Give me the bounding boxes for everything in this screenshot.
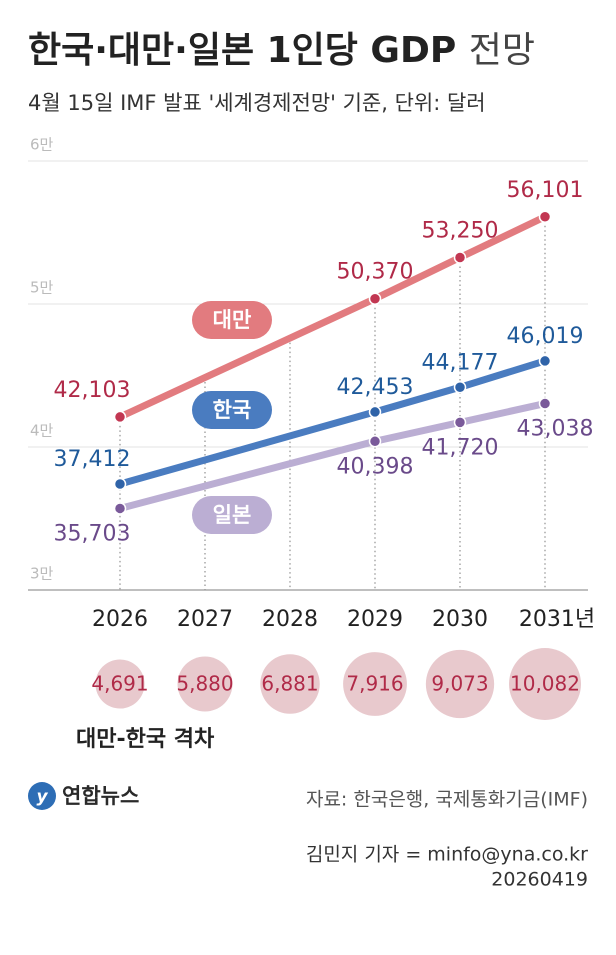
point <box>453 251 467 264</box>
data-label: 50,370 <box>337 260 414 285</box>
x-tick-label: 2027 <box>177 607 233 632</box>
series-line <box>116 400 549 512</box>
x-tick-label: 2031년 <box>519 607 595 632</box>
point <box>113 477 127 491</box>
data-label: 37,412 <box>54 447 131 472</box>
series-line <box>116 357 549 488</box>
bubble <box>260 654 320 714</box>
bubble-label: 4,691 <box>91 672 148 696</box>
bubble <box>425 649 495 719</box>
data-label: 44,177 <box>422 350 499 375</box>
y-tick-label: 4만 <box>30 422 54 440</box>
bubble <box>177 656 233 712</box>
point <box>538 354 552 368</box>
title: 한국·대만·일본 1인당 GDP 전망 <box>28 30 535 71</box>
point <box>368 405 382 419</box>
legend-label: 대만 <box>213 308 252 332</box>
bubble-label: 10,082 <box>510 672 580 696</box>
legend-pill <box>192 301 272 339</box>
subtitle: 4월 15일 IMF 발표 '세계경제전망' 기준, 단위: 달러 <box>28 91 486 115</box>
title-suffix: 전망 <box>469 30 535 71</box>
x-tick-label: 2029 <box>347 607 403 632</box>
y-tick-label: 6만 <box>30 136 54 154</box>
logo-text: 연합뉴스 <box>62 784 139 808</box>
point <box>113 502 127 515</box>
point <box>538 210 552 224</box>
title-main: 한국·대만·일본 1인당 GDP <box>28 30 456 71</box>
x-tick-label: 2028 <box>262 607 318 632</box>
logo: y 연합뉴스 <box>28 782 139 810</box>
data-label: 40,398 <box>337 454 414 479</box>
y-tick-label: 3만 <box>30 565 54 583</box>
bubble-label: 7,916 <box>346 672 403 696</box>
x-tick-label: 2026 <box>92 607 148 632</box>
data-label: 35,703 <box>54 521 131 546</box>
logo-glyph: y <box>36 787 48 807</box>
bubble <box>95 659 145 709</box>
legend-label: 일본 <box>213 503 252 527</box>
x-tick-label: 2030 <box>432 607 488 632</box>
bubble-label: 5,880 <box>176 672 233 696</box>
point <box>368 292 382 305</box>
point <box>453 416 467 429</box>
logo-icon <box>28 782 56 810</box>
data-label: 53,250 <box>422 219 499 244</box>
source: 자료: 한국은행, 국제통화기금(IMF) <box>306 789 588 811</box>
point <box>368 435 382 448</box>
legend-pill <box>192 496 272 534</box>
bubble-label: 6,881 <box>261 672 318 696</box>
data-label: 43,038 <box>517 417 594 442</box>
series-line <box>116 213 549 421</box>
data-label: 56,101 <box>507 178 584 203</box>
point <box>538 397 552 410</box>
data-label: 42,453 <box>337 375 414 400</box>
credit: 김민지 기자 = minfo@yna.co.kr <box>306 844 588 866</box>
bubble <box>509 648 581 720</box>
bubble-title: 대만-한국 격차 <box>76 727 215 752</box>
point <box>453 381 467 394</box>
point <box>113 410 127 424</box>
data-label: 42,103 <box>54 378 131 403</box>
legend-pill <box>192 391 272 429</box>
bubble <box>343 652 407 716</box>
legend-label: 한국 <box>213 398 252 422</box>
data-label: 41,720 <box>422 435 499 460</box>
date: 20260419 <box>491 869 588 891</box>
bubble-label: 9,073 <box>431 672 488 696</box>
data-label: 46,019 <box>507 324 584 349</box>
y-tick-label: 5만 <box>30 279 54 297</box>
